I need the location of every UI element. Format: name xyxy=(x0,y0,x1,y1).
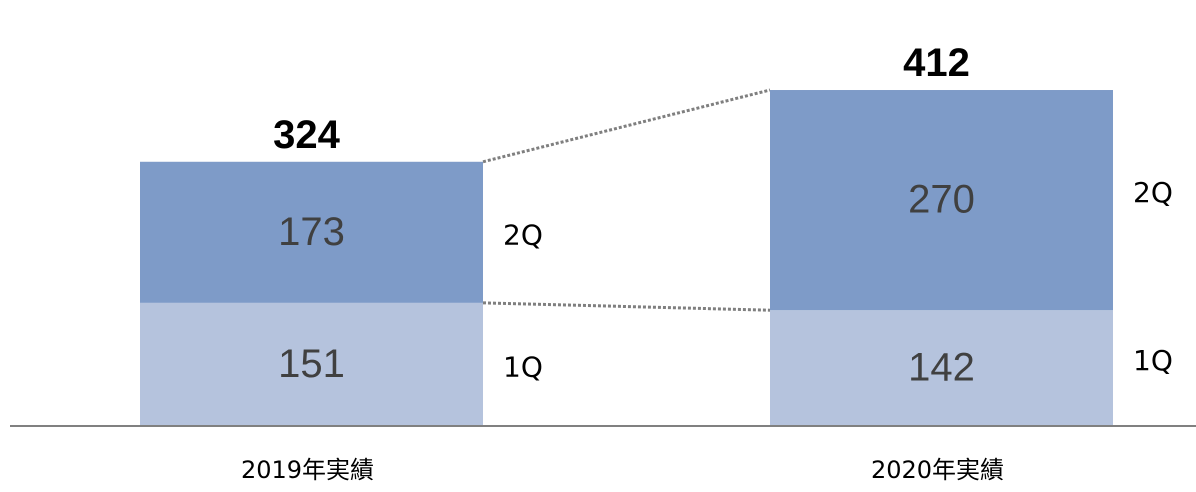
data-label-1Q-1: 151 xyxy=(278,342,345,386)
labels: 151 1Q 173 2Q 324 2019年実績 142 1Q 270 2Q 412 2020年実績 xyxy=(241,41,1173,484)
total-label-1: 324 xyxy=(273,113,340,157)
bar-2Q-2 xyxy=(770,90,1113,311)
total-label-2: 412 xyxy=(903,41,970,85)
data-label-1Q-2: 142 xyxy=(908,346,975,390)
series-label-1Q-1: 1Q xyxy=(503,350,543,383)
bar-1Q-1 xyxy=(140,302,483,426)
connector-line-1 xyxy=(482,301,771,312)
category-label-2: 2020年実績 xyxy=(871,456,1004,484)
data-label-2Q-1: 173 xyxy=(278,210,345,254)
series-label-2Q-2: 2Q xyxy=(1133,176,1173,209)
connector-lines xyxy=(482,88,771,312)
bar-1Q-2 xyxy=(770,310,1113,426)
category-label-1: 2019年実績 xyxy=(241,456,374,484)
bar-2Q-1 xyxy=(140,161,483,303)
connector-line-2 xyxy=(482,88,771,164)
data-label-2Q-2: 270 xyxy=(908,178,975,222)
series-label-2Q-1: 2Q xyxy=(503,218,543,251)
series-label-1Q-2: 1Q xyxy=(1133,344,1173,377)
bars xyxy=(140,90,1113,426)
